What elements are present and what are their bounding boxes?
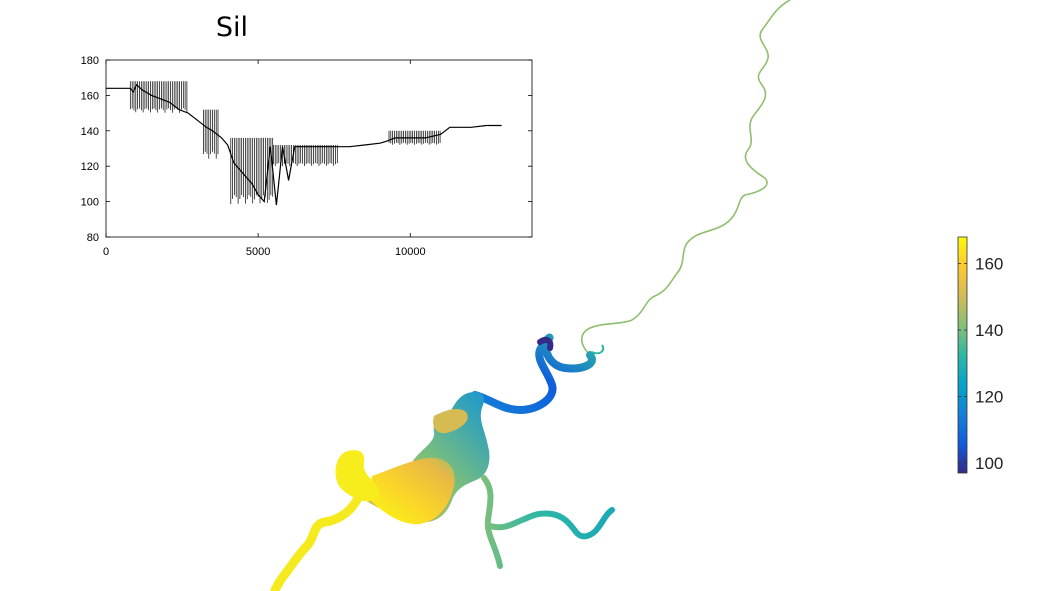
reservoir-left-arm (335, 450, 380, 502)
profile-oscillation-band-1 (129, 81, 188, 113)
colorbar-ticks: 100 120 140 160 (958, 255, 1003, 473)
river-dark-segment (537, 337, 554, 351)
page-title: Sil (215, 12, 249, 43)
profile-oscillations (129, 81, 441, 205)
colorbar-gradient (957, 236, 968, 474)
profile-series-line-1 (106, 83, 502, 206)
river-upstream-channel (580, 0, 791, 356)
y-tick-label: 100 (81, 197, 99, 209)
x-tick-label: 0 (103, 246, 109, 258)
y-tick-label: 80 (87, 232, 99, 244)
reservoir-upper-lobe (433, 409, 468, 434)
y-tick-label: 180 (81, 55, 99, 67)
colorbar-tick-label: 100 (975, 454, 1003, 473)
river-tributary (481, 475, 615, 569)
profile-axes-box (105, 59, 533, 238)
y-tick-label: 120 (81, 161, 99, 173)
river-bend-loop (591, 344, 605, 355)
profile-ticks: 0 5000 10000 80 100 120 140 160 180 (81, 55, 532, 258)
profile-oscillation-band-4 (273, 145, 338, 167)
x-tick-label: 5000 (246, 246, 270, 258)
river-upper-bend (471, 333, 596, 415)
river-downstream-outlet (270, 493, 363, 591)
x-tick-label: 10000 (395, 246, 426, 258)
colorbar-tick-label: 120 (975, 388, 1003, 407)
reservoir-lower-body (368, 457, 455, 525)
colorbar-tick-label: 140 (975, 321, 1003, 340)
profile-series (106, 83, 502, 206)
profile-oscillation-band-3 (230, 137, 274, 205)
y-tick-label: 160 (81, 90, 99, 102)
profile-axes (105, 59, 533, 238)
y-tick-label: 140 (81, 126, 99, 138)
colorbar-tick-label: 160 (975, 255, 1003, 274)
